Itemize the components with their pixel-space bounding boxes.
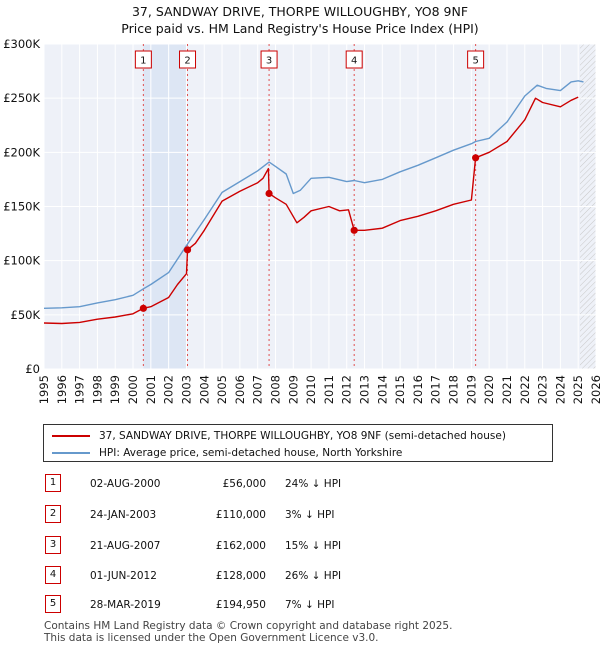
x-tick-label: 2001 xyxy=(144,375,158,404)
transaction-hpi-diff: 7% ↓ HPI xyxy=(285,599,335,611)
x-tick-label: 2014 xyxy=(375,375,389,404)
x-tick-label: 2011 xyxy=(322,375,336,404)
transaction-date: 24-JAN-2003 xyxy=(90,509,157,521)
sale-point xyxy=(350,226,358,234)
marker-label: 3 xyxy=(266,56,272,67)
x-tick-label: 2013 xyxy=(358,375,372,404)
x-tick-label: 2009 xyxy=(286,375,300,404)
legend-item-hpi: HPI: Average price, semi-detached house,… xyxy=(52,447,402,459)
x-tick-label: 2024 xyxy=(553,375,567,404)
x-tick-label: 2008 xyxy=(268,375,282,404)
transaction-price: £194,950 xyxy=(215,599,266,611)
x-tick-label: 2002 xyxy=(162,375,176,404)
marker-box xyxy=(179,50,197,69)
x-tick-label: 2012 xyxy=(340,375,354,404)
transaction-price: £162,000 xyxy=(215,540,266,552)
transaction-price: £56,000 xyxy=(222,478,266,490)
sale-point xyxy=(265,189,273,198)
transaction-row: 4 01-JUN-2012 £128,000 26% ↓ HPI xyxy=(0,566,600,588)
x-tick-label: 2010 xyxy=(304,375,318,404)
transaction-date: 28-MAR-2019 xyxy=(90,599,161,611)
chart-title: 37, SANDWAY DRIVE, THORPE WILLOUGHBY, YO… xyxy=(131,4,469,19)
transaction-row: 2 24-JAN-2003 £110,000 3% ↓ HPI xyxy=(0,505,600,527)
marker-box xyxy=(345,50,363,69)
transaction-hpi-diff: 15% ↓ HPI xyxy=(285,540,342,552)
legend: 37, SANDWAY DRIVE, THORPE WILLOUGHBY, YO… xyxy=(43,424,553,462)
legend-swatch-property xyxy=(52,435,90,437)
transaction-number: 5 xyxy=(45,595,61,613)
x-tick-label: 2003 xyxy=(179,375,193,404)
x-tick-label: 1999 xyxy=(108,375,122,404)
marker-box xyxy=(134,50,152,69)
x-tick-label: 2005 xyxy=(215,375,229,404)
transaction-number: 4 xyxy=(45,566,61,584)
x-tick-label: 2017 xyxy=(429,375,443,404)
x-tick-label: 2018 xyxy=(447,375,461,404)
x-tick-label: 2026 xyxy=(589,375,600,404)
marker-box xyxy=(260,50,278,69)
y-tick-label: £0 xyxy=(25,362,40,376)
price-chart: £0 £50K £100K £150K £200K £250K £300K 1995 1996 1… xyxy=(3,37,600,404)
y-tick-label: £250K xyxy=(3,91,40,105)
x-tick-label: 1998 xyxy=(90,375,104,404)
transaction-hpi-diff: 3% ↓ HPI xyxy=(285,509,335,521)
transaction-hpi-diff: 26% ↓ HPI xyxy=(285,570,342,582)
x-tick-label: 1997 xyxy=(73,375,87,404)
x-tick-label: 1995 xyxy=(37,375,51,404)
x-tick-label: 2015 xyxy=(393,375,407,404)
legend-label-property: 37, SANDWAY DRIVE, THORPE WILLOUGHBY, YO… xyxy=(99,430,506,442)
marker-label: 2 xyxy=(184,56,190,67)
x-tick-label: 2021 xyxy=(500,375,514,404)
transaction-row: 1 02-AUG-2000 £56,000 24% ↓ HPI xyxy=(0,474,600,496)
legend-label-hpi: HPI: Average price, semi-detached house,… xyxy=(99,447,403,459)
x-tick-label: 2020 xyxy=(482,375,496,404)
legend-item-property: 37, SANDWAY DRIVE, THORPE WILLOUGHBY, YO… xyxy=(52,430,506,442)
y-tick-label: £300K xyxy=(3,37,40,51)
y-tick-label: £100K xyxy=(3,254,40,268)
x-tick-label: 2016 xyxy=(411,375,425,404)
x-tick-label: 2025 xyxy=(571,375,585,404)
transaction-row: 5 28-MAR-2019 £194,950 7% ↓ HPI xyxy=(0,595,600,617)
transaction-date: 21-AUG-2007 xyxy=(90,540,161,552)
x-tick-label: 2022 xyxy=(518,375,532,404)
marker-label: 4 xyxy=(351,56,357,67)
x-tick-label: 2023 xyxy=(536,375,550,404)
marker-label: 1 xyxy=(140,56,146,67)
x-tick-label: 2000 xyxy=(126,375,140,404)
transaction-row: 3 21-AUG-2007 £162,000 15% ↓ HPI xyxy=(0,536,600,558)
transaction-price: £110,000 xyxy=(215,509,266,521)
footer-copyright: Contains HM Land Registry data © Crown c… xyxy=(44,620,453,632)
marker-box xyxy=(467,50,485,69)
y-tick-label: £200K xyxy=(3,145,40,159)
marker-label: 5 xyxy=(472,56,478,67)
transaction-number: 3 xyxy=(45,536,61,554)
x-tick-label: 2004 xyxy=(197,375,211,404)
transaction-price: £128,000 xyxy=(215,570,266,582)
series-line-property xyxy=(43,96,579,325)
sale-point xyxy=(472,154,480,162)
transaction-date: 01-JUN-2012 xyxy=(90,570,157,582)
x-tick-label: 2019 xyxy=(464,375,478,404)
sale-point xyxy=(139,304,147,312)
legend-swatch-hpi xyxy=(52,452,90,454)
transaction-number: 2 xyxy=(45,505,61,523)
x-tick-label: 2007 xyxy=(251,375,265,404)
x-tick-label: 1996 xyxy=(55,375,69,404)
y-tick-label: £50K xyxy=(11,308,41,322)
sale-point xyxy=(183,246,192,254)
x-tick-label: 2006 xyxy=(233,375,247,404)
chart-subtitle: Price paid vs. HM Land Registry's House … xyxy=(121,21,479,36)
transaction-number: 1 xyxy=(45,474,61,492)
series-line-hpi xyxy=(43,80,584,309)
transaction-hpi-diff: 24% ↓ HPI xyxy=(285,478,342,490)
transaction-date: 02-AUG-2000 xyxy=(90,478,161,490)
y-tick-label: £150K xyxy=(3,200,40,214)
footer-licence: This data is licensed under the Open Gov… xyxy=(44,632,379,644)
